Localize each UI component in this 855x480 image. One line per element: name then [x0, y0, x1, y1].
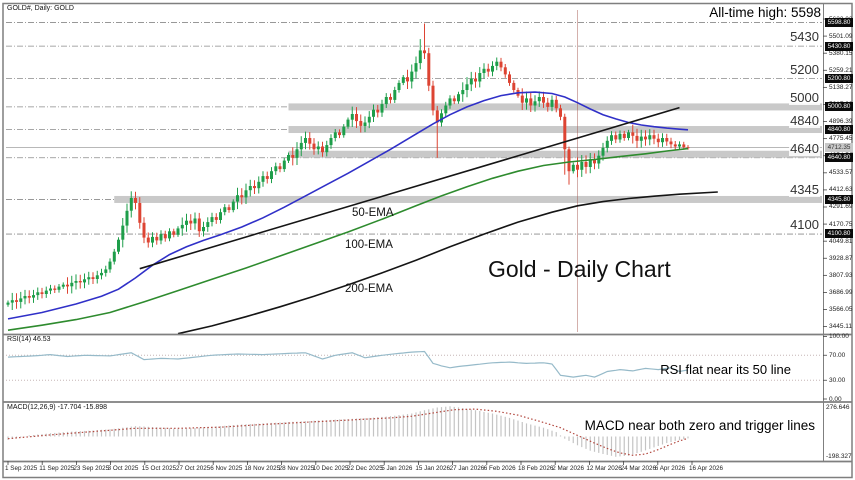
date-label: 1 Sep 2025: [5, 465, 38, 472]
date-label: 16 Apr 2026: [689, 465, 723, 472]
price-line-tag: 5200.80: [825, 74, 853, 84]
macd-signal-line: [7, 408, 689, 456]
price-line-tag: 5598.80: [825, 17, 853, 27]
price-level-label: 5000: [789, 89, 820, 105]
scale-tick-label: 4049.81: [829, 237, 853, 245]
price-line-tag: 5000.80: [825, 102, 853, 112]
scale-tick-label: 4533.57: [829, 169, 853, 177]
scale-tick-label: 3566.05: [829, 306, 853, 314]
candles-series: [6, 23, 690, 310]
price-level-label: 4840: [789, 112, 820, 128]
scale-tick-label: 5138.27: [829, 83, 853, 91]
all-time-high-annotation: All-time high: 5598: [709, 5, 821, 20]
sr-zone: [288, 150, 822, 158]
rsi-line: [7, 350, 689, 378]
scale-tick-label: 5380.15: [829, 49, 853, 57]
date-label: 10 Dec 2025: [312, 465, 349, 472]
price-level-label: 5430: [789, 29, 820, 45]
rsi-scale-label: 30.00: [829, 376, 846, 384]
date-label: 11 Sep 2025: [39, 465, 75, 472]
macd-scale-label: -198.327: [826, 453, 852, 460]
rsi-scale-label: 100.00: [829, 333, 849, 340]
price-level-label: 4100: [789, 217, 820, 233]
date-label: 2 Mar 2026: [552, 465, 585, 472]
price-line-tag: 5430.80: [825, 41, 853, 51]
date-label: 18 Feb 2026: [518, 465, 554, 472]
date-label: 18 Nov 2025: [244, 465, 281, 472]
macd-annotation: MACD near both zero and trigger lines: [584, 418, 815, 433]
date-label: 6 Nov 2025: [210, 465, 243, 472]
scale-tick-label: 4291.69: [829, 203, 853, 211]
date-label: 27 Oct 2025: [176, 465, 211, 472]
price-line-tag: 4840.80: [825, 124, 853, 134]
ema200-line: [177, 191, 718, 335]
ema200-label: 200-EMA: [345, 283, 393, 295]
sr-zone: [114, 195, 822, 203]
date-label: 15 Oct 2025: [141, 465, 177, 472]
sr-zone: [288, 126, 822, 134]
scale-tick-label: 4896.39: [829, 118, 853, 126]
price-line-tag: 4345.80: [825, 194, 853, 204]
date-label: 24 Mar 2026: [620, 465, 656, 472]
scale-tick-label: 3807.93: [829, 271, 853, 279]
ema100-line: [7, 147, 689, 331]
rsi-scale-label: 0.00: [829, 395, 842, 403]
ema50-label: 50-EMA: [352, 207, 394, 219]
rsi-scale-label: 70.00: [829, 351, 846, 359]
scale-tick-label: 3928.87: [829, 254, 853, 262]
macd-scale-label: 276.646: [826, 404, 850, 411]
date-label: 28 Nov 2025: [278, 465, 315, 472]
date-label: 5 Jan 2026: [381, 465, 413, 472]
scale-tick-label: 5501.09: [829, 32, 853, 40]
price-level-label: 5200: [789, 61, 820, 77]
date-label: 15 Jan 2026: [415, 465, 451, 472]
price-line-tag: 4100.80: [825, 229, 853, 239]
date-label: 6 Feb 2026: [483, 465, 516, 472]
symbol-timeframe-label: GOLD#, Daily: GOLD: [7, 5, 74, 12]
date-label: 12 Mar 2026: [586, 465, 622, 472]
trendline: [139, 106, 680, 270]
macd-indicator-label: MACD(12,26,9) -17.704 -15.898: [7, 404, 107, 411]
scale-tick-label: 4170.75: [829, 220, 853, 228]
scale-tick-label: 5259.21: [829, 66, 853, 74]
scale-tick-label: 3445.11: [829, 323, 853, 331]
date-label: 23 Sep 2025: [73, 465, 110, 472]
date-label: 22 Dec 2025: [347, 465, 383, 472]
rsi-indicator-label: RSI(14) 46.53: [7, 336, 51, 343]
scale-tick-label: 4775.45: [829, 135, 853, 143]
chart-title-annotation: Gold - Daily Chart: [488, 256, 671, 282]
price-level-label: 4345: [789, 182, 820, 198]
scale-tick-label: 3686.99: [829, 288, 853, 296]
date-label: 3 Oct 2025: [107, 465, 139, 472]
ema100-label: 100-EMA: [345, 239, 393, 251]
rsi-annotation: RSI flat near its 50 line: [660, 362, 791, 377]
ema50-line: [7, 91, 689, 320]
date-label: 27 Jan 2026: [449, 465, 485, 472]
date-label: 6 Apr 2026: [654, 465, 686, 472]
price-line-tag: 4640.80: [825, 153, 853, 163]
price-level-label: 4640: [789, 140, 820, 156]
scale-tick-label: 4412.63: [829, 186, 853, 194]
current-price-tag: 4712.35: [825, 143, 853, 153]
